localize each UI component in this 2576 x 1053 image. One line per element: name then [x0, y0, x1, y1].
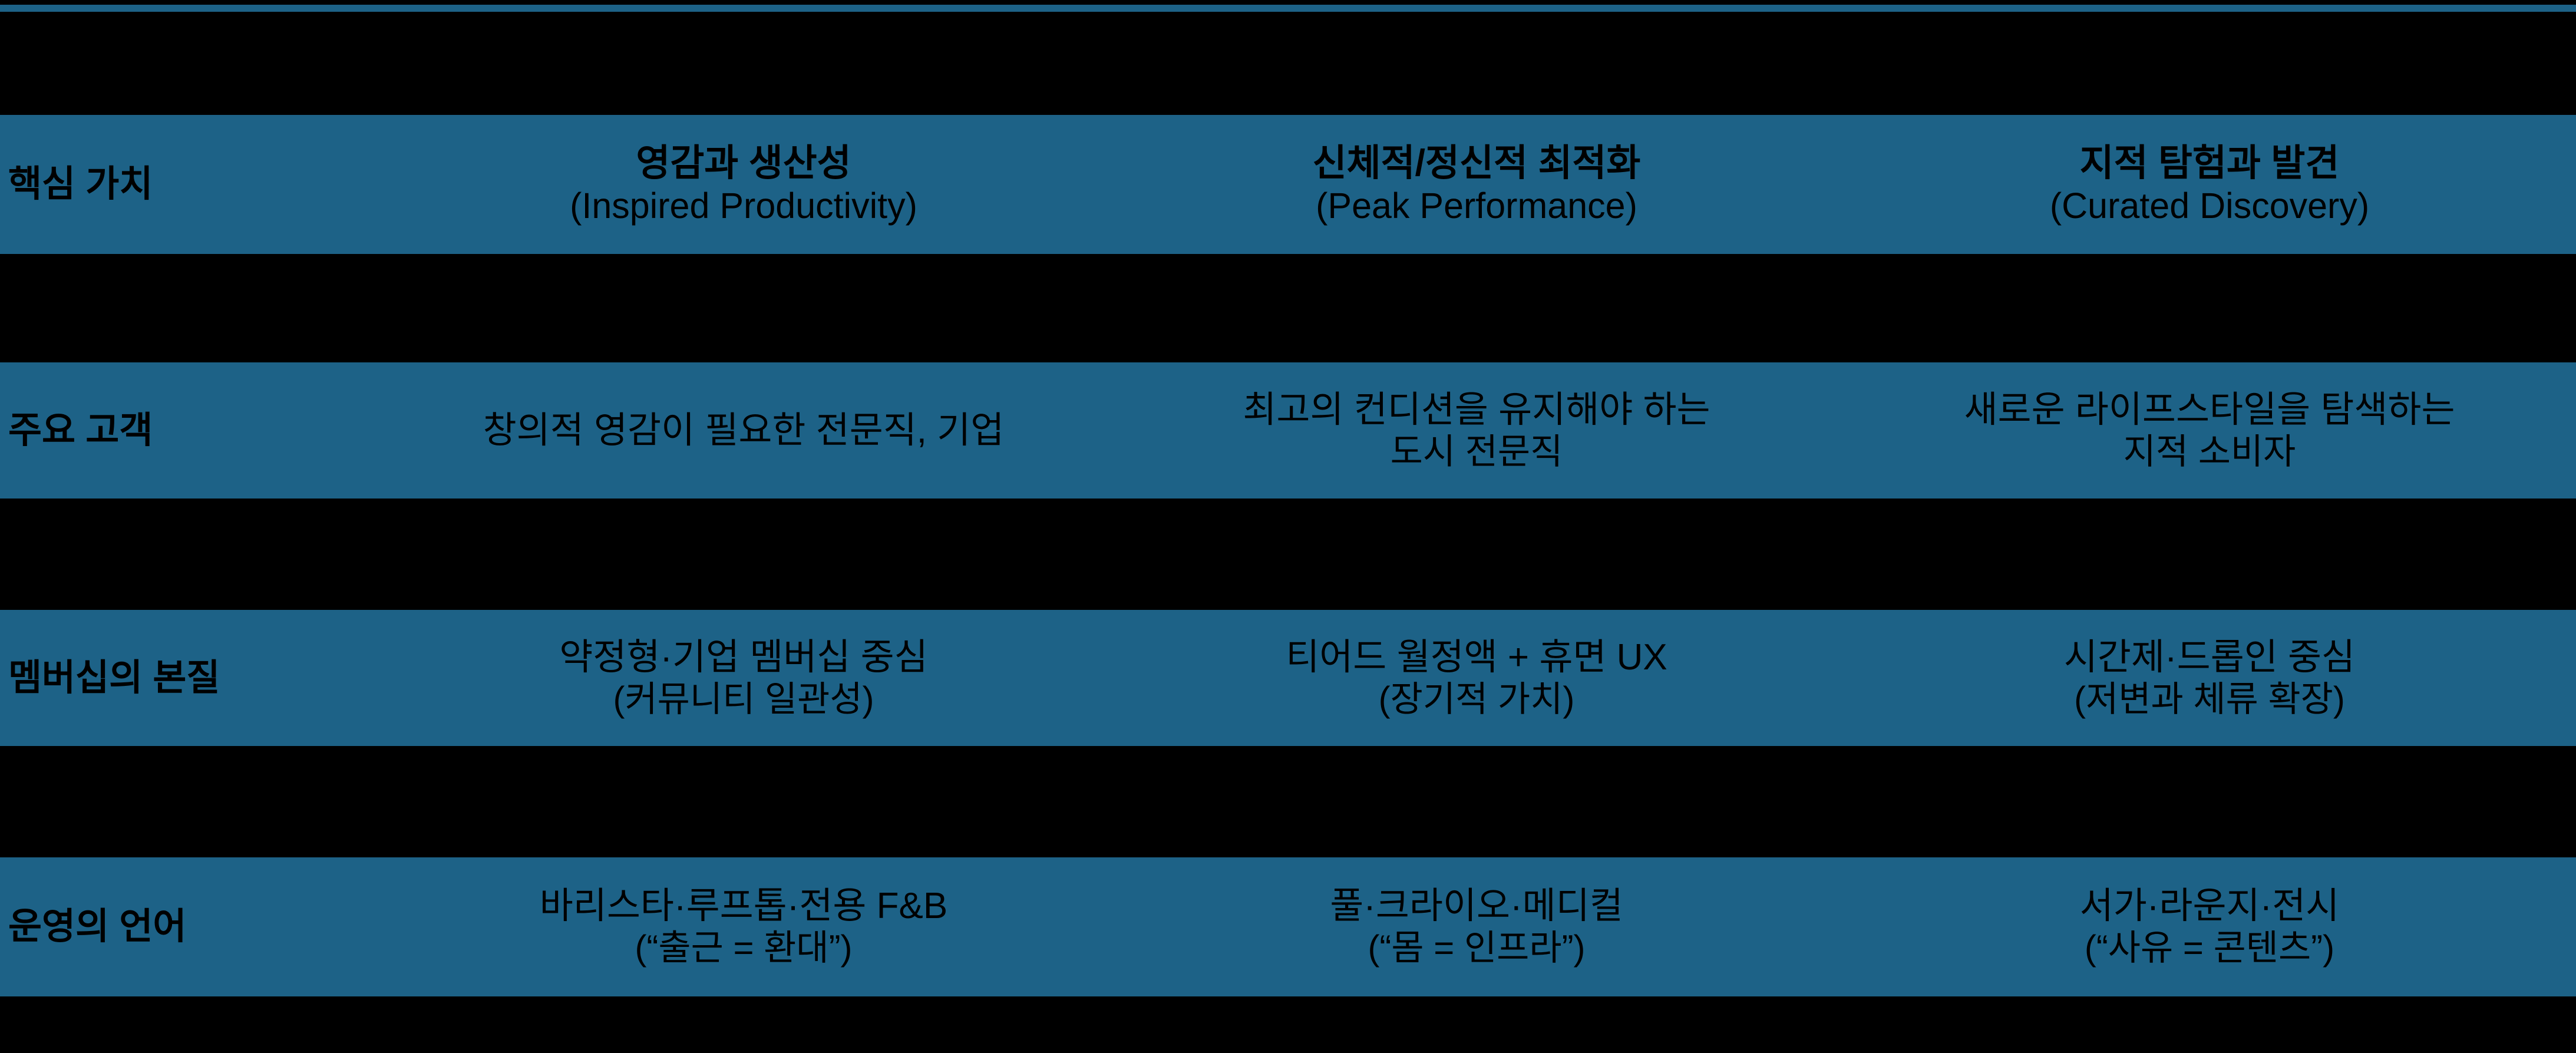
cell-customers-col1-line1: 창의적 영감이 필요한 전문직, 기업	[483, 410, 1005, 451]
cell-operations-col3-line1: 서가·라운지·전시	[2079, 886, 2340, 927]
table-row: 주요 고객 창의적 영감이 필요한 전문직, 기업 최고의 컨디션을 유지해야 …	[0, 362, 2576, 499]
column-header-col1-ko: 영감과 생산성	[636, 142, 851, 184]
column-header-col2-ko: 신체적/정신적 최적화	[1312, 142, 1641, 184]
column-header-col2-en: (Peak Performance)	[1316, 186, 1637, 226]
header-row-label: 핵심 가치	[0, 163, 377, 206]
cell-membership-col1-line1: 약정형·기업 멤버십 중심	[559, 636, 928, 678]
column-header-col3-en: (Curated Discovery)	[2049, 186, 2370, 226]
column-header-col3-ko: 지적 탐험과 발견	[2079, 142, 2340, 184]
cell-operations-col1-line1: 바리스타·루프톱·전용 F&B	[539, 886, 948, 927]
cell-operations-col2: 풀·크라이오·메디컬 (“몸 = 인프라”)	[1110, 884, 1843, 969]
row-label-membership: 멤버십의 본질	[0, 656, 377, 699]
cell-membership-col2-line2: (장기적 가치)	[1378, 679, 1575, 719]
cell-customers-col1: 창의적 영감이 필요한 전문직, 기업	[377, 409, 1110, 452]
cell-operations-col1: 바리스타·루프톱·전용 F&B (“출근 = 환대”)	[377, 884, 1110, 969]
cell-membership-col2: 티어드 월정액 + 휴면 UX (장기적 가치)	[1110, 636, 1843, 721]
cell-operations-col1-line2: (“출근 = 환대”)	[635, 928, 853, 968]
column-header-col2: 신체적/정신적 최적화 (Peak Performance)	[1110, 141, 1843, 227]
cell-membership-col3: 시간제·드롭인 중심 (저변과 체류 확장)	[1843, 636, 2576, 721]
cell-membership-col2-line1: 티어드 월정액 + 휴면 UX	[1286, 636, 1667, 678]
cell-customers-col3-line2: 지적 소비자	[2123, 431, 2296, 471]
column-header-col1: 영감과 생산성 (Inspired Productivity)	[377, 141, 1110, 227]
cell-membership-col1: 약정형·기업 멤버십 중심 (커뮤니티 일관성)	[377, 636, 1110, 721]
row-label-operations: 운영의 언어	[0, 905, 377, 948]
table-row: 운영의 언어 바리스타·루프톱·전용 F&B (“출근 = 환대”) 풀·크라이…	[0, 857, 2576, 996]
cell-membership-col1-line2: (커뮤니티 일관성)	[613, 679, 874, 719]
cell-membership-col3-line2: (저변과 체류 확장)	[2074, 679, 2345, 719]
cell-customers-col3: 새로운 라이프스타일을 탐색하는 지적 소비자	[1843, 388, 2576, 473]
column-header-col3: 지적 탐험과 발견 (Curated Discovery)	[1843, 141, 2576, 227]
cell-operations-col3: 서가·라운지·전시 (“사유 = 콘텐츠”)	[1843, 884, 2576, 969]
cell-customers-col2-line1: 최고의 컨디션을 유지해야 하는	[1243, 389, 1710, 430]
row-label-customers-text: 주요 고객	[8, 410, 153, 451]
row-label-membership-text: 멤버십의 본질	[8, 657, 220, 698]
cell-operations-col3-line2: (“사유 = 콘텐츠”)	[2084, 928, 2335, 968]
cell-operations-col2-line1: 풀·크라이오·메디컬	[1330, 886, 1623, 927]
bottom-rule	[0, 996, 2576, 1001]
cell-operations-col2-line2: (“몸 = 인프라”)	[1368, 928, 1586, 968]
row-label-operations-text: 운영의 언어	[8, 906, 187, 948]
cell-customers-col2-line2: 도시 전문직	[1390, 431, 1563, 471]
top-accent-rule	[0, 5, 2576, 12]
table-header-row: 핵심 가치 영감과 생산성 (Inspired Productivity) 신체…	[0, 115, 2576, 254]
cell-customers-col2: 최고의 컨디션을 유지해야 하는 도시 전문직	[1110, 388, 1843, 473]
cell-membership-col3-line1: 시간제·드롭인 중심	[2063, 636, 2356, 678]
header-row-label-text: 핵심 가치	[8, 164, 153, 205]
column-header-col1-en: (Inspired Productivity)	[570, 186, 917, 226]
row-label-customers: 주요 고객	[0, 409, 377, 452]
table-row: 멤버십의 본질 약정형·기업 멤버십 중심 (커뮤니티 일관성) 티어드 월정액…	[0, 610, 2576, 746]
cell-customers-col3-line1: 새로운 라이프스타일을 탐색하는	[1964, 389, 2455, 430]
